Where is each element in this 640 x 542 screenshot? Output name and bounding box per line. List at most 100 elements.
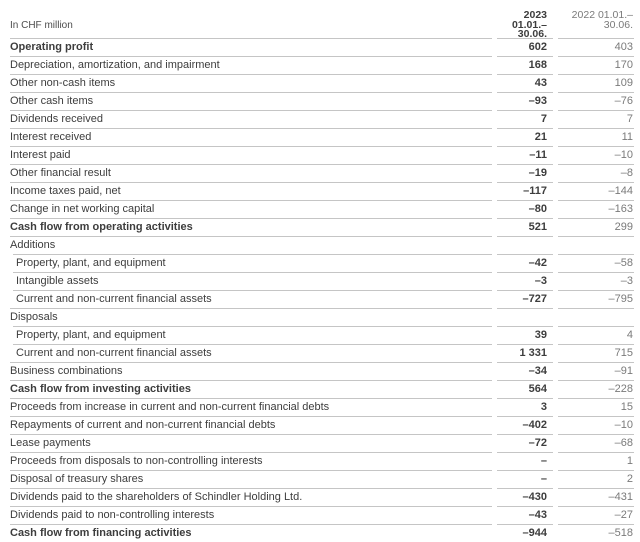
table-row: Intangible assets –3 –3 [10,272,634,290]
value-2022: –3 [558,272,634,290]
row-label: Current and non-current financial assets [13,290,492,308]
value-2023: 521 [497,218,553,236]
value-2023: –11 [497,146,553,164]
cash-flow-table: In CHF million 2023 01.01.–30.06. 2022 0… [10,8,634,542]
column-period-2023: 01.01.–30.06. [511,18,547,40]
value-2022: –10 [558,416,634,434]
row-label: Interest paid [10,146,492,164]
value-2023: –402 [497,416,553,434]
value-2023: –72 [497,434,553,452]
value-2023: 43 [497,74,553,92]
row-label: Proceeds from disposals to non-controlli… [10,452,492,470]
table-row: Additions [10,236,634,254]
table-row: Dividends paid to the shareholders of Sc… [10,488,634,506]
row-label: Proceeds from increase in current and no… [10,398,492,416]
value-2022: 15 [558,398,634,416]
value-2022: –91 [558,362,634,380]
table-row: Business combinations –34 –91 [10,362,634,380]
table-body: Operating profit 602 403 Depreciation, a… [10,38,634,542]
column-year-2022: 2022 [571,9,596,21]
table-row: Cash flow from financing activities –944… [10,524,634,542]
row-label: Property, plant, and equipment [13,326,492,344]
table-row: Other non-cash items 43 109 [10,74,634,92]
row-label: Dividends paid to non-controlling intere… [10,506,492,524]
unit-label: In CHF million [10,20,73,31]
row-label: Depreciation, amortization, and impairme… [10,56,492,74]
value-2023: – [497,452,553,470]
value-2022: –76 [558,92,634,110]
value-2022: 170 [558,56,634,74]
value-2022: –228 [558,380,634,398]
value-2022: –431 [558,488,634,506]
table-row: Cash flow from investing activities 564 … [10,380,634,398]
value-2022: –58 [558,254,634,272]
column-header-2022: 2022 01.01.–30.06. [558,8,634,38]
value-2023: 602 [497,38,553,56]
value-2022: –518 [558,524,634,542]
row-label: Cash flow from investing activities [10,380,492,398]
value-2022 [558,308,634,326]
row-label: Other financial result [10,164,492,182]
value-2023: 39 [497,326,553,344]
table-row: Other cash items –93 –76 [10,92,634,110]
value-2023: 564 [497,380,553,398]
table-row: Depreciation, amortization, and impairme… [10,56,634,74]
row-label: Operating profit [10,38,492,56]
table-row: Current and non-current financial assets… [10,344,634,362]
row-label: Current and non-current financial assets [13,344,492,362]
value-2023: –430 [497,488,553,506]
value-2023: 3 [497,398,553,416]
value-2022 [558,236,634,254]
table-row: Income taxes paid, net –117 –144 [10,182,634,200]
table-header-row: In CHF million 2023 01.01.–30.06. 2022 0… [10,8,634,40]
value-2023: 168 [497,56,553,74]
value-2022: 4 [558,326,634,344]
table-row: Disposal of treasury shares – 2 [10,470,634,488]
table-row: Other financial result –19 –8 [10,164,634,182]
value-2023: –19 [497,164,553,182]
table-row: Dividends paid to non-controlling intere… [10,506,634,524]
value-2022: –68 [558,434,634,452]
value-2022: –795 [558,290,634,308]
value-2023: –944 [497,524,553,542]
value-2023: –42 [497,254,553,272]
value-2022: 299 [558,218,634,236]
table-row: Interest paid –11 –10 [10,146,634,164]
row-label: Change in net working capital [10,200,492,218]
value-2023 [497,236,553,254]
value-2023: 21 [497,128,553,146]
value-2022: 7 [558,110,634,128]
row-label: Disposal of treasury shares [10,470,492,488]
column-year-2023: 2023 [523,9,547,21]
column-header-2023: 2023 01.01.–30.06. [497,8,553,40]
row-label: Cash flow from operating activities [10,218,492,236]
value-2022: 1 [558,452,634,470]
value-2023: –34 [497,362,553,380]
row-label: Cash flow from financing activities [10,524,492,542]
row-label: Other cash items [10,92,492,110]
value-2022: –163 [558,200,634,218]
value-2022: 109 [558,74,634,92]
value-2022: –8 [558,164,634,182]
row-label: Intangible assets [13,272,492,290]
row-label: Property, plant, and equipment [13,254,492,272]
table-row: Property, plant, and equipment –42 –58 [10,254,634,272]
value-2023: –93 [497,92,553,110]
table-row: Proceeds from increase in current and no… [10,398,634,416]
row-label: Business combinations [10,362,492,380]
value-2023: –117 [497,182,553,200]
table-row: Proceeds from disposals to non-controlli… [10,452,634,470]
table-row: Operating profit 602 403 [10,38,634,56]
value-2023: –3 [497,272,553,290]
value-2022: 715 [558,344,634,362]
row-label: Lease payments [10,434,492,452]
value-2023: –80 [497,200,553,218]
table-row: Dividends received 7 7 [10,110,634,128]
table-row: Property, plant, and equipment 39 4 [10,326,634,344]
row-label: Repayments of current and non-current fi… [10,416,492,434]
value-2023: –727 [497,290,553,308]
row-label: Interest received [10,128,492,146]
row-label: Additions [10,236,492,254]
row-label: Disposals [10,308,492,326]
column-period-2022: 01.01.–30.06. [597,9,633,31]
